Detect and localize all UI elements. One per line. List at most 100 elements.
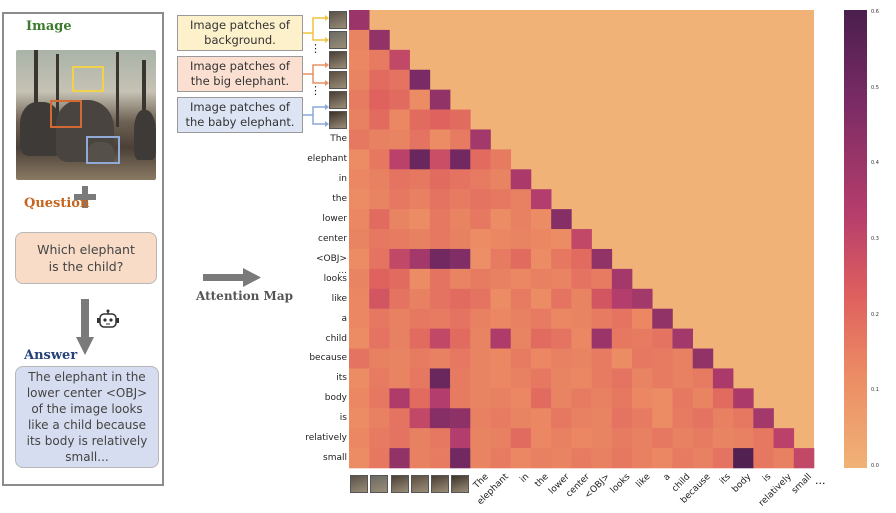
- row-label: lower: [322, 214, 347, 225]
- heatmap-cell: [389, 109, 410, 130]
- heatmap-cell: [712, 408, 734, 429]
- heatmap-cell: [470, 149, 491, 170]
- heatmap-cell: [611, 388, 633, 409]
- heatmap-cell: [571, 388, 592, 409]
- heatmap-cell: [389, 268, 410, 290]
- heatmap-cell: [611, 448, 633, 469]
- row-label: is: [339, 413, 347, 424]
- heatmap-cell: [490, 448, 512, 469]
- heatmap-cell: [450, 229, 471, 250]
- legend-background-text: Image patches of background.: [190, 18, 290, 47]
- heatmap-cell: [591, 308, 613, 329]
- heatmap-cell: [429, 448, 451, 469]
- legend-big-elephant-text: Image patches of the big elephant.: [190, 59, 290, 88]
- heatmap-cell: [692, 408, 714, 429]
- heatmap-cell: [429, 89, 451, 110]
- heatmap-cell: [571, 248, 592, 270]
- row-image-patch: [329, 70, 347, 89]
- heatmap-cell: [409, 428, 431, 449]
- col-image-patch: [390, 475, 409, 493]
- heatmap-cell: [429, 348, 451, 369]
- heatmap-cell: [369, 328, 390, 349]
- heatmap-cell: [389, 368, 410, 389]
- heatmap-cell: [450, 388, 471, 409]
- heatmap-cell: [652, 328, 673, 349]
- heatmap-cell: [672, 408, 693, 429]
- heatmap-cell: [611, 428, 633, 449]
- col-image-patch: [430, 475, 449, 493]
- heatmap-cell: [450, 448, 471, 469]
- heatmap-cell: [409, 348, 431, 369]
- heatmap-cell: [369, 49, 390, 71]
- colorbar: [844, 10, 867, 468]
- heatmap-cell: [652, 348, 673, 369]
- heatmap-cell: [389, 229, 410, 250]
- heatmap-cell: [530, 348, 552, 369]
- heatmap-cell: [349, 448, 370, 469]
- heatmap-cell: [389, 129, 410, 150]
- col-image-patch: [410, 475, 429, 493]
- row-image-patch: [329, 110, 347, 129]
- heatmap-cell: [530, 288, 552, 309]
- heatmap-cell: [349, 328, 370, 349]
- heatmap-cell: [672, 368, 693, 389]
- row-label: its: [336, 373, 347, 384]
- heatmap-cell: [409, 89, 431, 110]
- heatmap-cell: [591, 268, 613, 290]
- heatmap-cell: [591, 448, 613, 469]
- heatmap-cell: [369, 428, 390, 449]
- heatmap-cell: [349, 129, 370, 150]
- big-elephant-patch-box: [50, 100, 82, 128]
- heatmap-cell: [692, 448, 714, 469]
- heatmap-cell: [632, 348, 653, 369]
- heatmap-cell: [712, 368, 734, 389]
- question-text: Which elephant is the child?: [37, 242, 135, 274]
- col-image-patch: [370, 475, 389, 493]
- row-label: relatively: [305, 433, 347, 444]
- heatmap-cell: [510, 328, 532, 349]
- row-label: <OBJ>: [316, 253, 347, 264]
- heatmap-cell: [470, 388, 491, 409]
- heatmap-cell: [389, 49, 410, 71]
- heatmap-cell: [349, 428, 370, 449]
- heatmap-cell: [490, 428, 512, 449]
- heatmap-cell: [369, 189, 390, 210]
- heatmap-cell: [712, 448, 734, 469]
- heatmap-cell: [490, 308, 512, 329]
- heatmap-cell: [490, 248, 512, 270]
- heatmap-cell: [369, 248, 390, 270]
- heatmap-cell: [349, 408, 370, 429]
- heatmap-cell: [470, 288, 491, 309]
- heatmap-cell: [429, 149, 451, 170]
- heatmap-cell: [349, 368, 370, 389]
- row-label: the: [332, 194, 347, 205]
- answer-bubble: The elephant in the lower center <OBJ> o…: [15, 366, 159, 468]
- heatmap-cell: [409, 368, 431, 389]
- heatmap-cell: [450, 308, 471, 329]
- heatmap-cell: [470, 308, 491, 329]
- heatmap-cell: [571, 408, 592, 429]
- heatmap-cell: [632, 408, 653, 429]
- heatmap-cell: [369, 209, 390, 230]
- heatmap-cell: [349, 388, 370, 409]
- heatmap-cell: [369, 348, 390, 369]
- heatmap-cell: [652, 368, 673, 389]
- heatmap-cell: [389, 189, 410, 210]
- elephant-photo: [16, 50, 156, 180]
- heatmap-cell: [369, 109, 390, 130]
- heatmap-cell: [632, 368, 653, 389]
- heatmap-cell: [510, 408, 532, 429]
- ellipsis-1: ⋮: [310, 42, 321, 55]
- heatmap-cell: [632, 428, 653, 449]
- colorbar-tick: 0.5: [871, 84, 879, 91]
- heatmap-cell: [429, 189, 451, 210]
- heatmap-cell: [389, 408, 410, 429]
- heatmap-cell: [571, 368, 592, 389]
- question-title: Question: [24, 196, 90, 211]
- colorbar-tick: 0.1: [871, 387, 879, 394]
- heatmap-cell: [429, 248, 451, 270]
- heatmap-cell: [389, 169, 410, 190]
- legend-baby-elephant-text: Image patches of the baby elephant.: [185, 100, 295, 129]
- heatmap-cell: [429, 428, 451, 449]
- colorbar-tick: 0.0: [871, 463, 879, 469]
